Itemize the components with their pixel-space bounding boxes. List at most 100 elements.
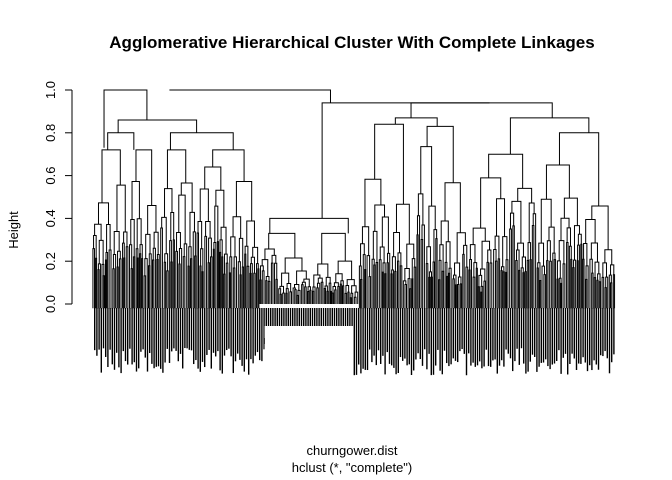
dendrogram-link: [416, 215, 421, 309]
dendrogram-link: [440, 220, 449, 245]
dendrogram-link: [573, 259, 577, 309]
leaf-label-mark: [311, 308, 314, 328]
dendrogram-link: [605, 276, 609, 309]
dendrogram-link: [268, 232, 296, 259]
dendrogram-link: [500, 270, 503, 309]
dendrogram-link: [505, 271, 508, 309]
dendrogram-link: [143, 275, 147, 309]
dendrogram-link: [279, 293, 282, 304]
dendrogram-link: [259, 265, 264, 281]
dendrogram-link: [148, 253, 152, 309]
leaf-label-mark: [580, 308, 582, 364]
dendrogram-link: [612, 274, 616, 309]
dendrogram-link: [286, 283, 292, 292]
leaf-label-mark: [382, 308, 384, 356]
leaf-label-mark: [305, 308, 307, 335]
leaf-label-mark: [316, 308, 318, 334]
dendrogram-link: [353, 296, 357, 304]
leaf-label-mark: [386, 308, 388, 353]
leaf-label-mark: [439, 308, 441, 371]
x-axis-subtitle: hclust (*, "complete"): [292, 460, 413, 475]
dendrogram-link: [438, 279, 441, 309]
leaf-label-mark: [492, 308, 494, 361]
leaf-label-mark: [142, 308, 144, 350]
dendrogram-link: [312, 286, 316, 304]
dendrogram-link: [316, 282, 321, 304]
dendrogram-link: [214, 205, 219, 243]
dendrogram-link: [420, 146, 433, 207]
leaf-label-mark: [283, 308, 285, 327]
dendrogram-link: [156, 254, 160, 309]
leaf-label-mark: [270, 308, 272, 330]
y-axis: 0.0 0.2 0.4 0.6 0.8 1.0: [43, 81, 73, 313]
dendrogram-link: [307, 286, 311, 292]
dendrogram-link: [413, 266, 417, 309]
dendrogram-link: [585, 219, 596, 244]
dendrogram-link: [526, 259, 530, 309]
dendrogram-link: [395, 203, 410, 245]
dendrogram-link: [232, 216, 242, 239]
leaf-label-mark: [217, 308, 219, 352]
leaf-label-mark: [446, 308, 448, 364]
leaf-label-mark: [481, 308, 483, 369]
dendrogram-link: [529, 259, 532, 309]
leaf-label-mark: [567, 308, 569, 375]
dendrogram-link: [147, 265, 151, 309]
dendrogram-link: [374, 204, 386, 232]
dendrogram-link: [281, 272, 290, 287]
dendrogram-link: [528, 202, 535, 243]
leaf-label-mark: [228, 308, 230, 349]
leaf-label-mark: [503, 308, 505, 367]
dendrogram-link: [518, 269, 521, 309]
dendrogram-link: [496, 198, 506, 237]
dendrogram-link: [362, 254, 366, 309]
dendrogram-link: [161, 216, 167, 254]
dendrogram-link: [378, 259, 382, 309]
dendrogram-link: [610, 264, 615, 276]
dendrogram-link: [539, 280, 542, 309]
leaf-label-mark: [340, 308, 342, 335]
leaf-label-mark: [327, 308, 329, 332]
y-tick-label: 0.4: [43, 209, 58, 227]
dendrogram-link: [397, 252, 402, 266]
dendrogram-link: [411, 258, 416, 279]
dendrogram-link: [540, 198, 552, 244]
leaf-label-mark: [146, 308, 149, 372]
dendrogram-link: [481, 240, 491, 270]
dendrogram-link: [591, 205, 609, 250]
leaf-label-mark: [333, 308, 336, 332]
dendrogram-link: [164, 188, 173, 218]
dendrogram-link: [435, 238, 438, 309]
dendrogram-branches: [92, 89, 616, 309]
dendrogram-link: [350, 292, 354, 304]
dendrogram-link: [152, 259, 155, 309]
dendrogram-link: [444, 182, 461, 233]
dendrogram-link: [480, 291, 483, 309]
dendrogram-link: [116, 266, 119, 309]
leaf-label-mark: [160, 308, 162, 369]
leaf-label-mark: [410, 308, 413, 376]
dendrogram-link: [411, 278, 414, 309]
dendrogram-link: [494, 235, 500, 259]
dendrogram-link: [135, 248, 139, 309]
leaf-label-mark: [556, 308, 558, 361]
leaf-label-mark: [393, 308, 395, 368]
leaf-label-mark: [116, 308, 118, 353]
y-tick-label: 0.2: [43, 252, 58, 270]
dendrogram-link: [394, 117, 438, 127]
leaf-label-mark: [151, 308, 153, 364]
dendrogram-link: [416, 234, 419, 309]
dendrogram-link: [269, 217, 349, 234]
dendrogram-link: [331, 292, 334, 304]
dendrogram-link: [156, 259, 159, 309]
leaf-label-mark: [424, 308, 426, 350]
leaf-labels: [94, 308, 615, 376]
leaf-label-mark: [230, 308, 232, 357]
dendrogram-link: [332, 285, 337, 293]
dendrogram-link: [345, 285, 350, 294]
leaf-label-mark: [582, 308, 584, 358]
root-link: [169, 89, 331, 103]
dendrogram-link: [257, 268, 260, 309]
dendrogram-link: [373, 264, 376, 309]
